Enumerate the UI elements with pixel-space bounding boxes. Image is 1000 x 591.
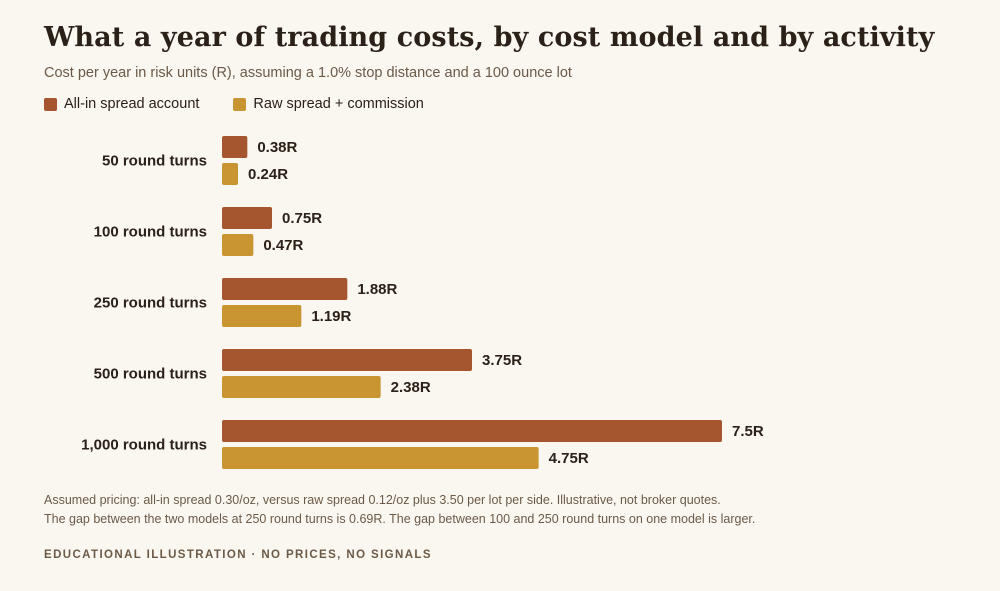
value-label-all-in-spread-account-500-round-turns: 3.75R bbox=[482, 352, 522, 369]
category-label-250-round-turns: 250 round turns bbox=[94, 295, 207, 312]
value-label-all-in-spread-account-100-round-turns: 0.75R bbox=[282, 210, 322, 227]
category-label-1-000-round-turns: 1,000 round turns bbox=[81, 437, 207, 454]
bar-all-in-spread-account-250-round-turns bbox=[222, 278, 348, 300]
bar-all-in-spread-account-1-000-round-turns bbox=[222, 420, 722, 442]
value-label-raw-spread-commission-100-round-turns: 0.47R bbox=[263, 237, 303, 254]
bar-all-in-spread-account-50-round-turns bbox=[222, 136, 248, 158]
category-label-100-round-turns: 100 round turns bbox=[94, 224, 207, 241]
value-label-all-in-spread-account-250-round-turns: 1.88R bbox=[357, 281, 397, 298]
value-label-raw-spread-commission-1-000-round-turns: 4.75R bbox=[549, 450, 589, 467]
value-label-all-in-spread-account-1-000-round-turns: 7.5R bbox=[732, 423, 764, 440]
legend-swatch-raw bbox=[233, 97, 247, 111]
bar-all-in-spread-account-100-round-turns bbox=[222, 207, 272, 229]
bar-raw-spread-commission-100-round-turns bbox=[222, 234, 254, 256]
legend-item-allin: All-in spread account bbox=[44, 96, 199, 112]
bar-raw-spread-commission-50-round-turns bbox=[222, 163, 238, 185]
value-label-all-in-spread-account-50-round-turns: 0.38R bbox=[257, 139, 297, 156]
category-label-50-round-turns: 50 round turns bbox=[102, 153, 207, 170]
legend-label-raw: Raw spread + commission bbox=[253, 96, 424, 112]
legend-swatch-allin bbox=[44, 97, 57, 111]
bar-all-in-spread-account-500-round-turns bbox=[222, 349, 472, 371]
legend: All-in spread account Raw spread + commi… bbox=[44, 96, 458, 112]
footnote-pricing: Assumed pricing: all-in spread 0.30/oz, … bbox=[44, 493, 721, 507]
legend-item-raw: Raw spread + commission bbox=[233, 96, 424, 112]
bar-raw-spread-commission-250-round-turns bbox=[222, 305, 302, 327]
footnote-gap: The gap between the two models at 250 ro… bbox=[44, 512, 756, 526]
value-label-raw-spread-commission-250-round-turns: 1.19R bbox=[311, 308, 351, 325]
chart-subtitle: Cost per year in risk units (R), assumin… bbox=[44, 65, 572, 81]
bar-raw-spread-commission-500-round-turns bbox=[222, 376, 381, 398]
bar-raw-spread-commission-1-000-round-turns bbox=[222, 447, 539, 469]
value-label-raw-spread-commission-50-round-turns: 0.24R bbox=[248, 166, 288, 183]
footer-disclaimer: EDUCATIONAL ILLUSTRATION · NO PRICES, NO… bbox=[44, 549, 432, 561]
chart-title: What a year of trading costs, by cost mo… bbox=[44, 22, 935, 53]
legend-label-allin: All-in spread account bbox=[64, 96, 200, 112]
category-label-500-round-turns: 500 round turns bbox=[94, 366, 207, 383]
value-label-raw-spread-commission-500-round-turns: 2.38R bbox=[391, 379, 431, 396]
